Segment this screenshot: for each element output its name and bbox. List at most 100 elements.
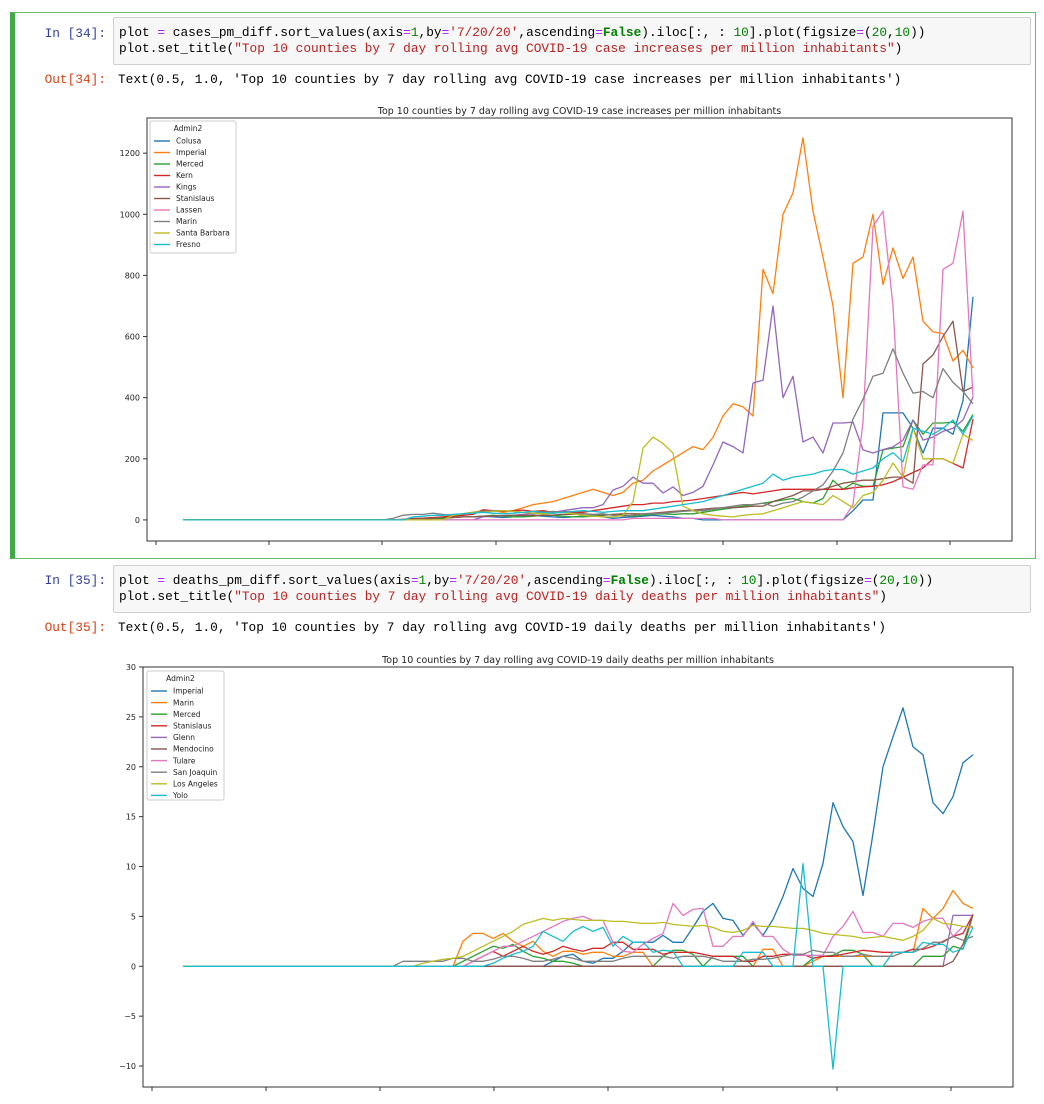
legend-entry: Imperial [176, 148, 207, 157]
code-token: 10 [894, 25, 911, 40]
legend-box [149, 120, 237, 254]
code-line: plot = cases_pm_diff.sort_values(axis=1,… [119, 25, 925, 41]
code-token: = [595, 25, 603, 40]
code-token: = [441, 25, 450, 40]
code-token: ,ascending [518, 25, 596, 40]
code-input[interactable]: plot = cases_pm_diff.sort_values(axis=1,… [113, 17, 1031, 65]
code-token: )) [910, 25, 926, 40]
legend-entry: Merced [173, 710, 201, 719]
code-token: 20 [879, 573, 895, 588]
code-token: )) [917, 573, 934, 588]
plot-area [183, 707, 974, 1070]
code-token: ( [871, 573, 880, 588]
legend-entry: Stanislaus [173, 722, 211, 731]
code-token: 10 [902, 573, 918, 588]
code-token: '7/20/20' [449, 25, 519, 40]
code-token: = [157, 573, 166, 588]
axes-frame [146, 117, 1013, 542]
legend-entry: Tulare [172, 756, 196, 765]
code-line: plot.set_title("Top 10 counties by 7 day… [119, 589, 887, 605]
plot-area [183, 137, 974, 521]
code-token: cases_pm_diff.sort_values(axis [165, 25, 404, 40]
code-token: plot.set_title( [119, 589, 235, 604]
y-tick-label: 1200 [120, 149, 140, 158]
code-token: = [856, 25, 864, 40]
y-tick-label: 800 [125, 271, 140, 280]
code-token: 10 [733, 25, 749, 40]
legend-title: Admin2 [166, 674, 195, 683]
output-prompt: Out[35]: [44, 620, 106, 635]
code-token: = [449, 573, 457, 588]
y-tick-label: 30 [126, 663, 136, 672]
legend-entry: Marin [173, 698, 194, 707]
y-tick-label: −10 [119, 1062, 136, 1071]
legend-entry: Marin [176, 217, 197, 226]
y-tick-label: 1000 [120, 210, 140, 219]
legend-entry: Mendocino [173, 745, 214, 754]
input-prompt: In [35]: [44, 573, 106, 588]
chart-title: Top 10 counties by 7 day rolling avg COV… [381, 655, 774, 666]
legend-entry: Merced [176, 160, 204, 169]
chart-title: Top 10 counties by 7 day rolling avg COV… [377, 106, 782, 117]
y-tick-label: 15 [126, 813, 136, 822]
legend-entry: Kings [176, 183, 197, 192]
legend-entry: Lassen [176, 206, 202, 215]
y-tick-label: 5 [131, 912, 136, 921]
code-token: = [403, 25, 411, 40]
cases-chart: Top 10 counties by 7 day rolling avg COV… [120, 106, 1013, 545]
code-token: = [602, 573, 611, 588]
code-token: ( [864, 25, 872, 40]
y-tick-label: 25 [126, 713, 136, 722]
series-line-merced [183, 414, 974, 521]
legend-entry: San Joaquin [173, 768, 217, 777]
code-line: plot.set_title("Top 10 counties by 7 day… [119, 41, 902, 57]
code-token: ) [879, 589, 887, 604]
series-line-fresno [183, 415, 974, 521]
axes-frame [142, 666, 1014, 1088]
code-token: ) [894, 41, 903, 56]
notebook-cell-34[interactable] [10, 12, 1036, 559]
legend-entry: Santa Barbara [176, 229, 230, 238]
code-token: plot [119, 573, 158, 588]
code-line: plot = deaths_pm_diff.sort_values(axis=1… [119, 573, 933, 589]
legend-entry: Los Angeles [173, 780, 218, 789]
output-prompt: Out[34]: [44, 72, 106, 87]
legend-entry: Kern [176, 171, 193, 180]
series-line-glenn [183, 914, 973, 967]
input-prompt: In [34]: [44, 26, 106, 41]
code-token: 1 [418, 573, 427, 588]
output-text: Text(0.5, 1.0, 'Top 10 counties by 7 day… [118, 72, 902, 87]
code-token: ].plot(figsize [756, 573, 864, 588]
y-tick-label: 600 [125, 333, 140, 342]
code-token: deaths_pm_diff.sort_values(axis [165, 573, 411, 588]
code-token: ,ascending [526, 573, 603, 588]
code-token: plot.set_title( [119, 41, 235, 56]
series-line-los-angeles [183, 917, 974, 967]
legend-entry: Glenn [173, 733, 195, 742]
legend-entry: Colusa [176, 137, 201, 146]
output-text: Text(0.5, 1.0, 'Top 10 counties by 7 day… [118, 620, 886, 635]
code-token: ).iloc[:, : [648, 573, 742, 588]
code-input[interactable]: plot = deaths_pm_diff.sort_values(axis=1… [113, 565, 1031, 613]
y-tick-label: 10 [126, 863, 136, 872]
code-token: ,by [426, 573, 450, 588]
code-token: 10 [741, 573, 757, 588]
code-token: = [410, 573, 419, 588]
code-token: '7/20/20' [456, 573, 527, 588]
y-tick-label: −5 [124, 1012, 136, 1021]
code-token: = [157, 25, 166, 40]
deaths-chart: Top 10 counties by 7 day rolling avg COV… [119, 655, 1014, 1091]
legend: Admin2 Colusa Imperial Merced Kern Kings Stani… [149, 120, 237, 254]
series-line-yolo [183, 862, 974, 1070]
series-line-imperial [183, 707, 974, 967]
y-tick-label: 200 [125, 455, 140, 464]
code-token: = [864, 573, 872, 588]
y-tick-label: 0 [131, 962, 136, 971]
code-token: 20 [871, 25, 888, 40]
y-tick-label: 20 [126, 763, 136, 772]
legend-title: Admin2 [174, 124, 203, 133]
code-token: ,by [418, 25, 442, 40]
code-token: "Top 10 counties by 7 day rolling avg CO… [234, 589, 880, 604]
legend-entry: Fresno [176, 240, 201, 249]
series-line-kern [183, 418, 974, 521]
